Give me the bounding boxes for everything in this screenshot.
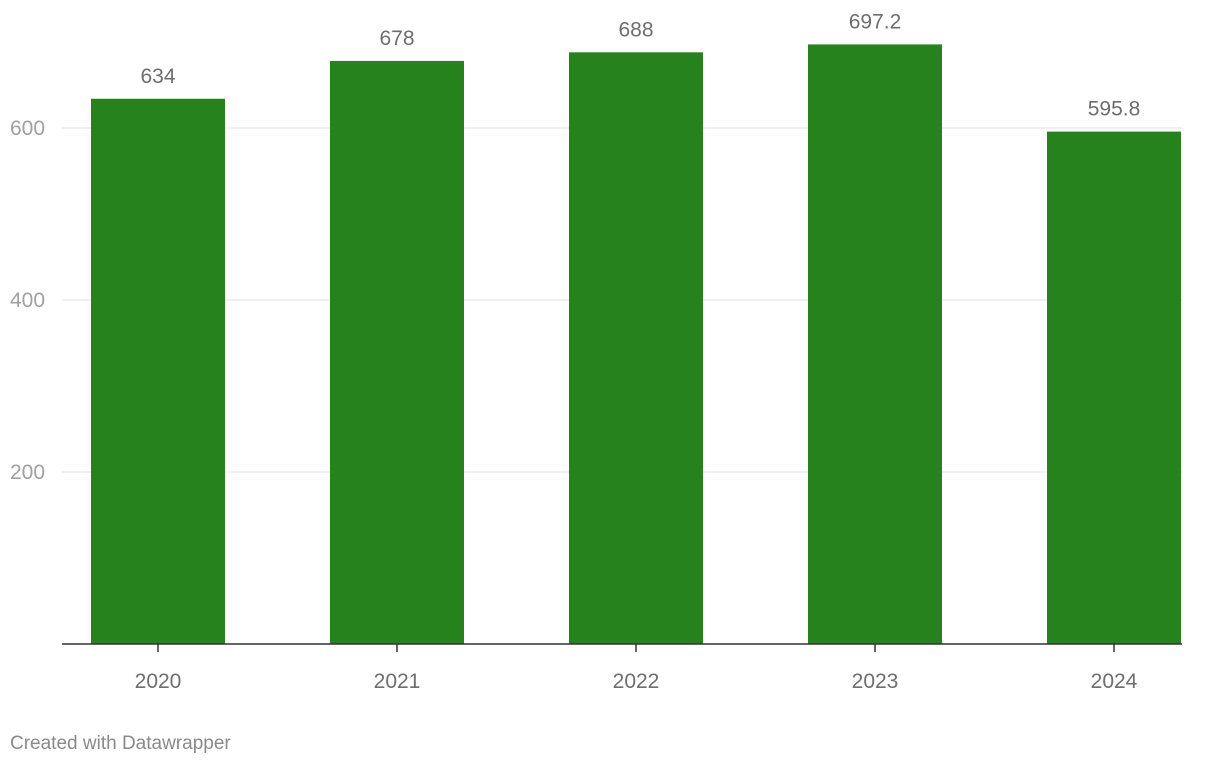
- x-tick-label-2021: 2021: [374, 670, 421, 693]
- chart-svg: 200 400 600 2020 2021 2022 2023 2024 634 678 688…: [10, 10, 1182, 693]
- y-tick-label-200: 200: [10, 461, 45, 484]
- x-tick-label-2023: 2023: [852, 670, 899, 693]
- value-label-2022: 688: [618, 18, 653, 41]
- value-label-2024: 595.8: [1088, 98, 1141, 121]
- credit-text: Created with Datawrapper: [10, 733, 231, 754]
- x-tick-label-2022: 2022: [613, 670, 660, 693]
- x-tick-label-2024: 2024: [1091, 670, 1138, 693]
- x-axis: 2020 2021 2022 2023 2024: [62, 643, 1182, 693]
- bar-2020: [91, 98, 225, 644]
- bar-chart: 200 400 600 2020 2021 2022 2023 2024 634 678 688…: [10, 10, 1182, 693]
- bar-2023: [808, 44, 942, 644]
- y-tick-label-400: 400: [10, 289, 45, 312]
- bar-2022: [569, 52, 703, 644]
- x-tick-label-2020: 2020: [135, 670, 182, 693]
- value-labels: 634 678 688 697.2 595.8: [140, 10, 1140, 120]
- bar-2024: [1047, 131, 1181, 644]
- y-tick-label-600: 600: [10, 117, 45, 140]
- value-label-2023: 697.2: [849, 10, 902, 33]
- bars-layer: [91, 44, 1181, 645]
- value-label-2021: 678: [379, 27, 414, 50]
- bar-2021: [330, 60, 464, 645]
- value-label-2020: 634: [140, 65, 175, 88]
